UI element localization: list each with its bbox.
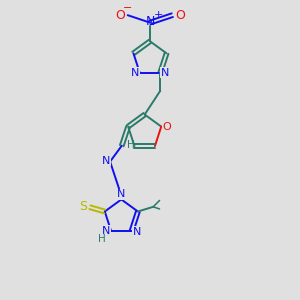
Text: O: O bbox=[115, 9, 125, 22]
Text: N: N bbox=[117, 189, 125, 199]
Text: N: N bbox=[161, 68, 169, 78]
Text: S: S bbox=[80, 200, 88, 213]
Text: H: H bbox=[127, 140, 135, 150]
Text: N: N bbox=[131, 68, 139, 78]
Text: N: N bbox=[102, 226, 110, 236]
Text: −: − bbox=[122, 3, 132, 14]
Text: O: O bbox=[163, 122, 172, 132]
Text: +: + bbox=[153, 10, 163, 20]
Text: N: N bbox=[102, 155, 110, 166]
Text: O: O bbox=[175, 9, 185, 22]
Text: H: H bbox=[98, 234, 106, 244]
Text: N: N bbox=[145, 15, 155, 28]
Text: N: N bbox=[133, 227, 141, 237]
